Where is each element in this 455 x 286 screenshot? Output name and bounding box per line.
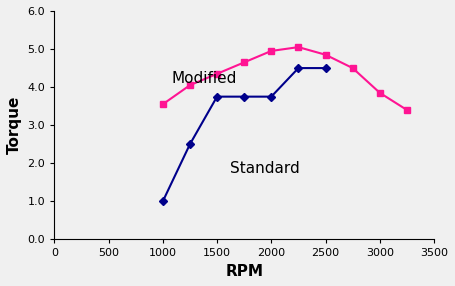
Y-axis label: Torque: Torque xyxy=(7,96,22,154)
Modified xyxy=(377,91,383,95)
Modified xyxy=(404,108,410,112)
Modified xyxy=(160,103,166,106)
Standard xyxy=(214,95,220,98)
Text: Modified: Modified xyxy=(172,71,237,86)
Standard xyxy=(323,66,328,70)
X-axis label: RPM: RPM xyxy=(225,264,263,279)
Text: Standard: Standard xyxy=(230,161,300,176)
Modified xyxy=(268,49,274,53)
Standard xyxy=(160,200,166,203)
Modified xyxy=(323,53,328,56)
Standard xyxy=(268,95,274,98)
Modified xyxy=(296,45,301,49)
Modified xyxy=(242,61,247,64)
Line: Standard: Standard xyxy=(160,65,329,204)
Modified xyxy=(350,66,355,70)
Line: Modified: Modified xyxy=(160,44,410,113)
Standard xyxy=(296,66,301,70)
Modified xyxy=(187,84,192,87)
Modified xyxy=(214,72,220,76)
Standard xyxy=(187,142,192,146)
Standard xyxy=(242,95,247,98)
